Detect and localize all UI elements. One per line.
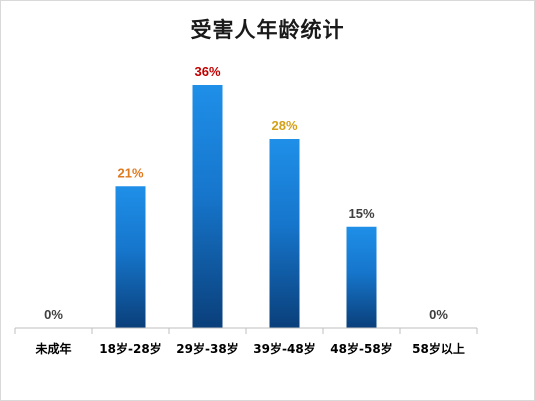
category-label: 48岁-58岁 (330, 341, 392, 356)
category-label: 29岁-38岁 (176, 341, 238, 356)
data-label: 36% (194, 64, 220, 79)
bar (115, 186, 146, 328)
data-label: 28% (271, 118, 297, 133)
bars-layer (115, 85, 377, 328)
data-label: 21% (117, 165, 143, 180)
bar (269, 139, 300, 328)
category-label: 58岁以上 (412, 341, 465, 356)
category-label: 18岁-28岁 (99, 341, 161, 356)
x-axis (14, 327, 478, 334)
bar (346, 226, 377, 328)
data-label: 0% (44, 307, 63, 322)
data-label: 0% (429, 307, 448, 322)
chart-title: 受害人年龄统计 (190, 17, 345, 42)
category-label: 未成年 (34, 341, 71, 356)
category-label: 39岁-48岁 (253, 341, 315, 356)
labels-layer: 0% 未成年 21% 18岁-28岁 36% 29岁-38岁 28% 39岁-48岁 15% 48… (34, 64, 464, 356)
bar (192, 85, 223, 328)
data-label: 15% (348, 206, 374, 221)
